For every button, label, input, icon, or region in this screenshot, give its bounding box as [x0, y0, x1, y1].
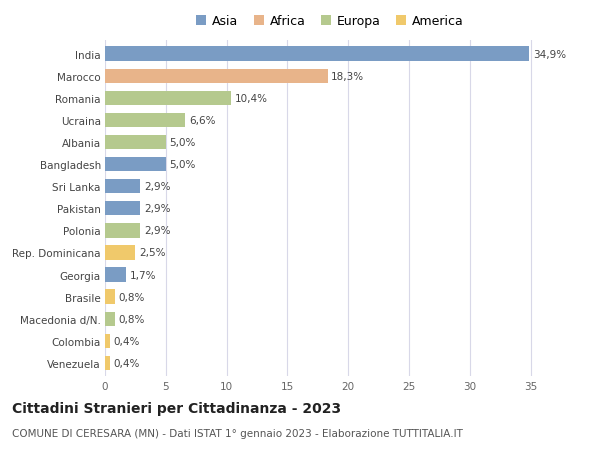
Bar: [105, 356, 110, 370]
Text: 2,9%: 2,9%: [144, 182, 170, 192]
Text: 18,3%: 18,3%: [331, 72, 364, 82]
Text: 0,4%: 0,4%: [113, 336, 140, 346]
Text: 6,6%: 6,6%: [189, 116, 215, 126]
Text: 10,4%: 10,4%: [235, 94, 268, 104]
Bar: [105, 135, 166, 150]
Text: 5,0%: 5,0%: [169, 160, 196, 170]
Bar: [105, 113, 185, 128]
Legend: Asia, Africa, Europa, America: Asia, Africa, Europa, America: [196, 16, 464, 28]
Bar: [105, 91, 232, 106]
Bar: [105, 47, 529, 62]
Bar: [105, 224, 140, 238]
Bar: [105, 69, 328, 84]
Bar: [105, 202, 140, 216]
Text: 2,5%: 2,5%: [139, 248, 166, 258]
Bar: [105, 268, 125, 282]
Text: Cittadini Stranieri per Cittadinanza - 2023: Cittadini Stranieri per Cittadinanza - 2…: [12, 402, 341, 415]
Bar: [105, 290, 115, 304]
Bar: [105, 179, 140, 194]
Text: 5,0%: 5,0%: [169, 138, 196, 148]
Text: 2,9%: 2,9%: [144, 204, 170, 214]
Text: COMUNE DI CERESARA (MN) - Dati ISTAT 1° gennaio 2023 - Elaborazione TUTTITALIA.I: COMUNE DI CERESARA (MN) - Dati ISTAT 1° …: [12, 428, 463, 438]
Text: 0,8%: 0,8%: [118, 314, 145, 324]
Text: 1,7%: 1,7%: [130, 270, 156, 280]
Bar: [105, 334, 110, 348]
Bar: [105, 157, 166, 172]
Text: 34,9%: 34,9%: [533, 50, 566, 60]
Text: 2,9%: 2,9%: [144, 226, 170, 236]
Bar: [105, 312, 115, 326]
Text: 0,8%: 0,8%: [118, 292, 145, 302]
Text: 0,4%: 0,4%: [113, 358, 140, 368]
Bar: [105, 246, 136, 260]
